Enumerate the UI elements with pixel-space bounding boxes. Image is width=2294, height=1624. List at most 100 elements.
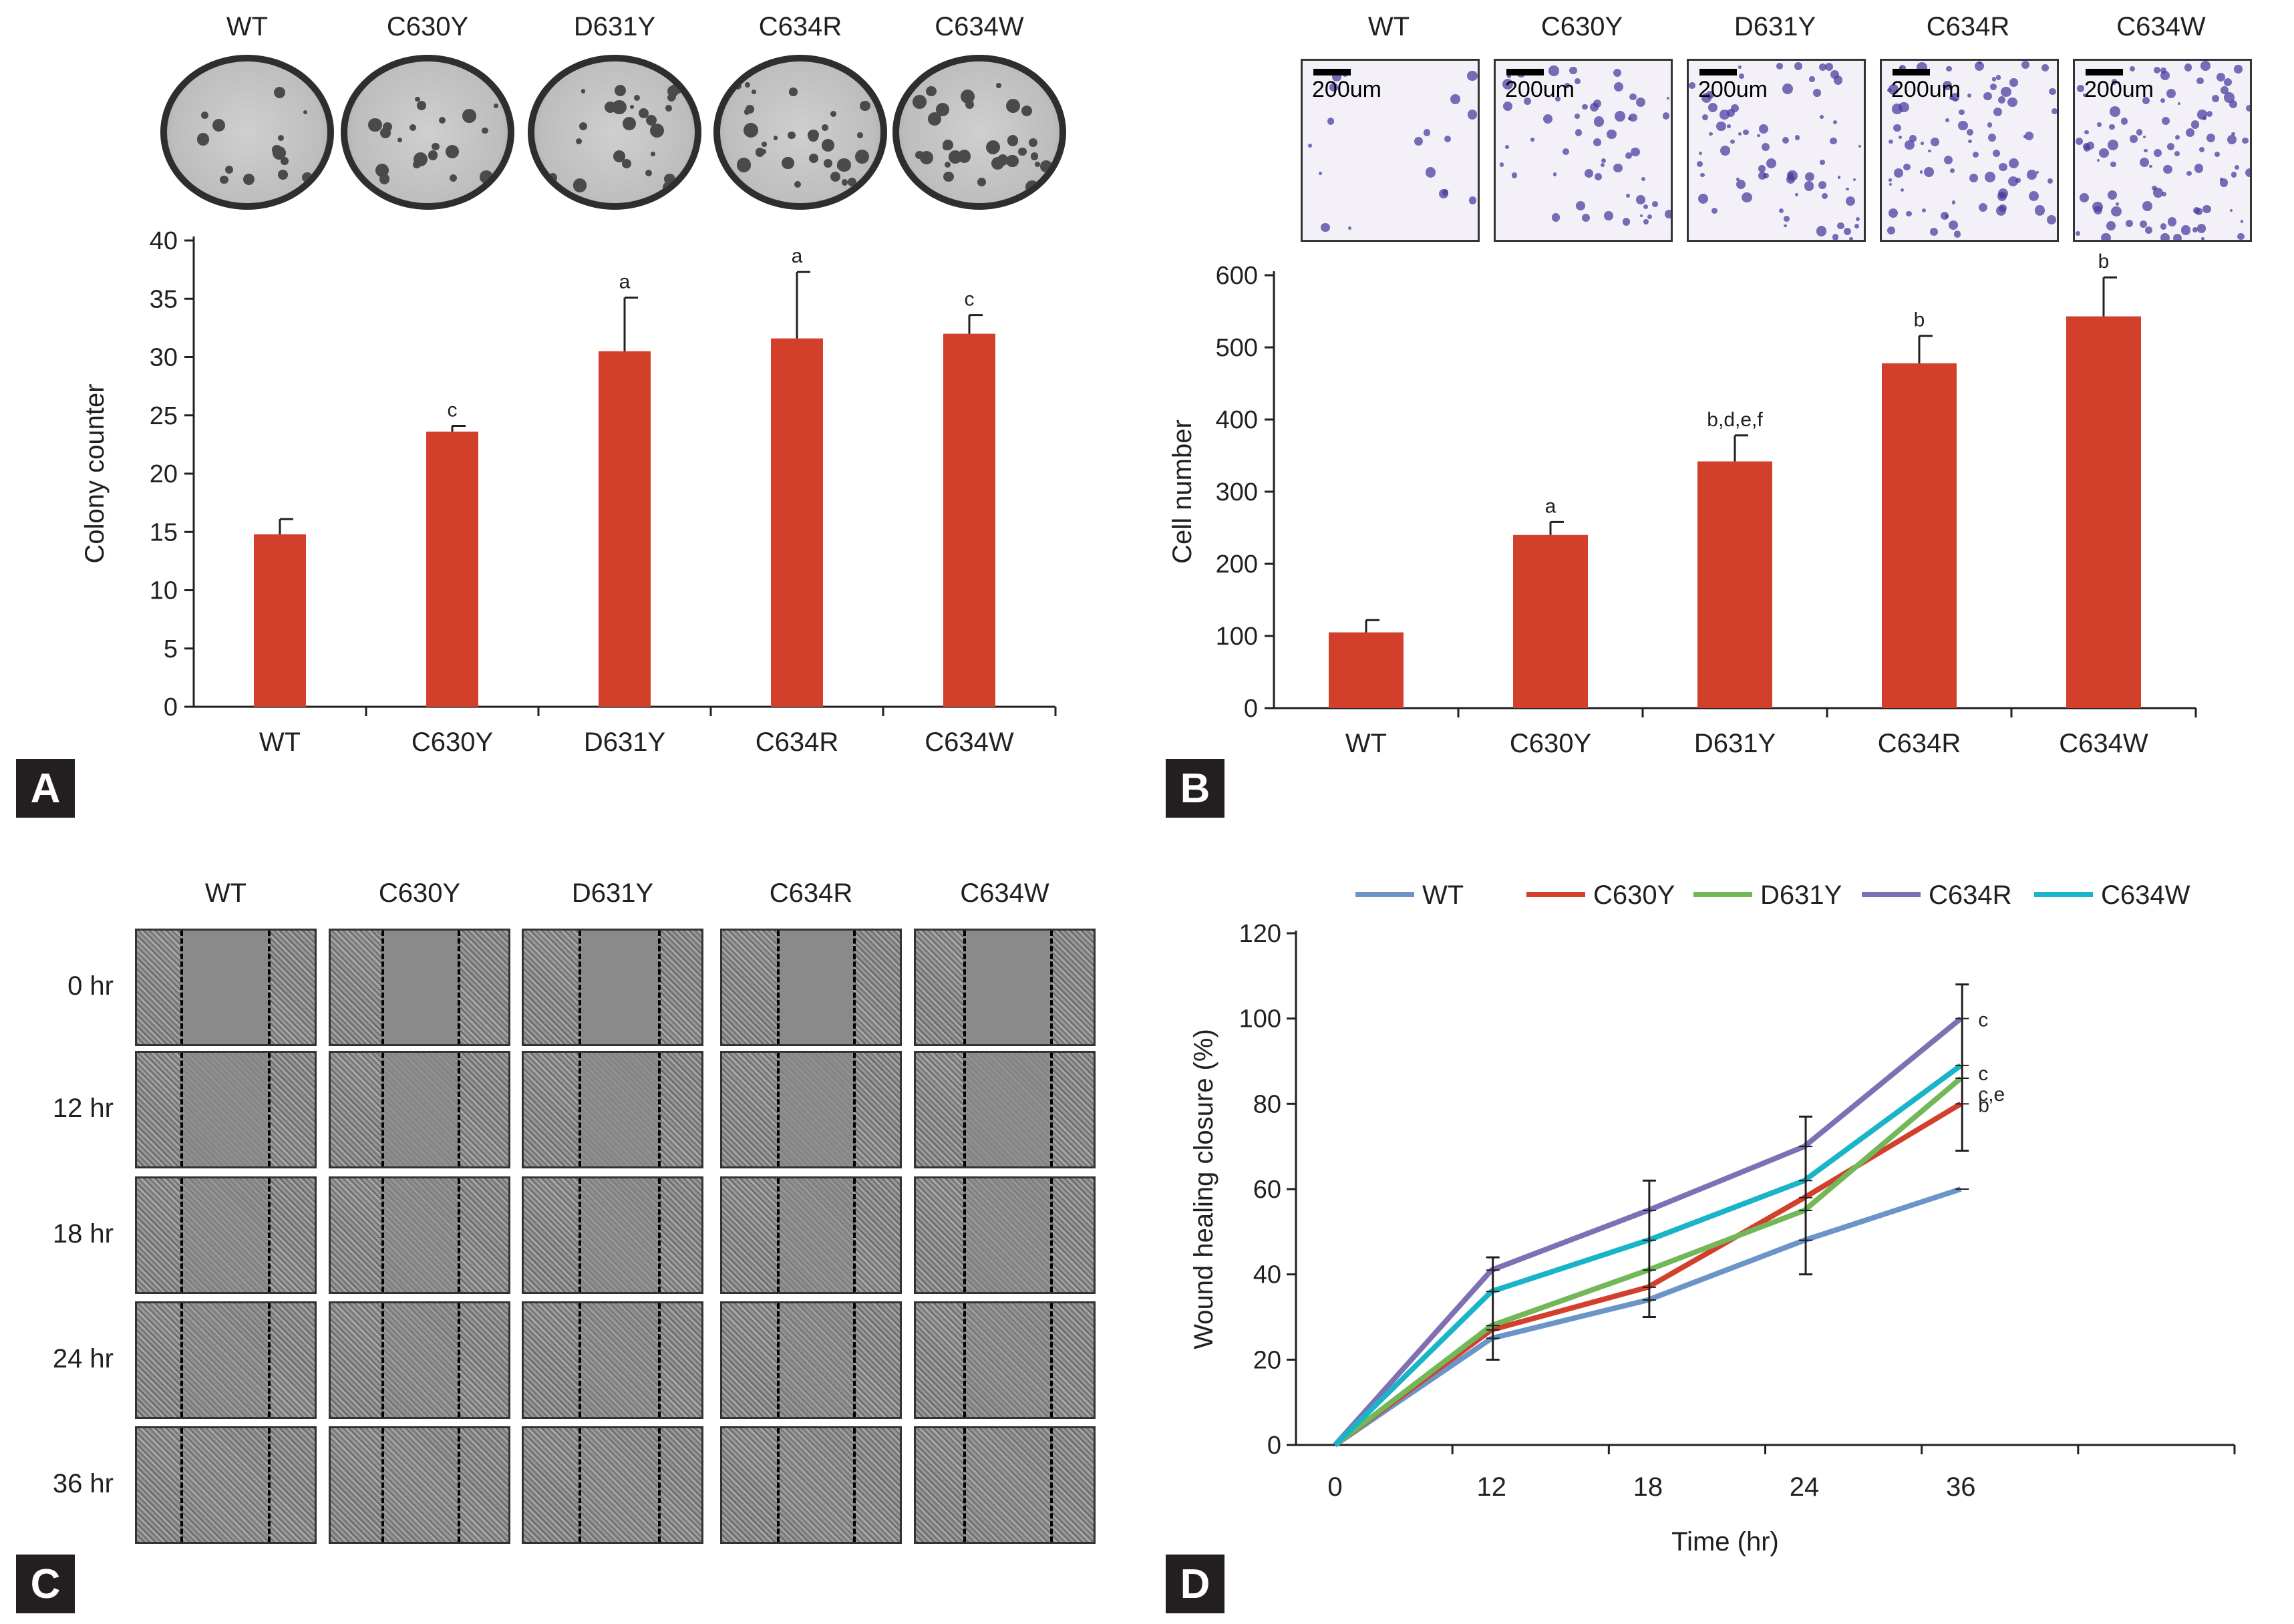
colony-dot [773, 136, 778, 140]
wound-gap [578, 1178, 659, 1292]
panel-a-sig-label: a [619, 271, 631, 293]
wound-row-label: 0 hr [67, 971, 114, 1001]
colony-dot [1005, 99, 1021, 114]
panel-b-y-tick-label: 300 [1216, 478, 1258, 506]
panel-b-x-tick-label: C634R [1878, 729, 1961, 758]
stained-cell [1622, 218, 1631, 226]
stained-cell [2079, 192, 2090, 203]
wound-edge-line [776, 1178, 780, 1292]
wound-gap [776, 1178, 853, 1292]
stained-cell [1830, 137, 1837, 145]
colony-dot [630, 104, 635, 109]
stained-cell [2153, 148, 2162, 157]
stained-cell [1888, 208, 1898, 218]
stained-cell [1743, 129, 1749, 136]
stained-cell [2075, 137, 2083, 145]
wound-image [329, 1301, 510, 1419]
stained-cell [2192, 226, 2198, 232]
colony-dot [650, 152, 655, 156]
stained-cell [1958, 120, 1968, 131]
panel-b-bar-c634w [2066, 316, 2141, 708]
panel-a-x-tick-label: C634R [756, 727, 839, 757]
stained-cell [1643, 219, 1649, 224]
panel-a-x-tick-label: C634W [925, 727, 1014, 757]
transwell-image: 200um [1687, 59, 1866, 242]
wound-edge-line [180, 1428, 184, 1542]
colony-dot [200, 111, 208, 119]
colony-dot [575, 138, 583, 145]
stained-cell [1321, 222, 1330, 232]
stained-cell [1613, 82, 1623, 92]
transwell-image: 200um [2073, 59, 2252, 242]
stained-cell [2231, 132, 2235, 136]
stained-cell [2084, 130, 2089, 135]
colony-dot [823, 159, 832, 168]
stained-cell [2231, 172, 2237, 178]
stained-cell [2154, 67, 2161, 74]
stained-cell [1593, 99, 1602, 108]
stained-cell [2110, 161, 2116, 168]
stained-cell [2237, 232, 2245, 240]
wound-image [720, 1051, 902, 1168]
panel-a-y-tick-label: 40 [150, 227, 178, 255]
panel-b-y-tick-label: 200 [1216, 550, 1258, 579]
stained-cell [1548, 65, 1559, 76]
stained-cell [1594, 172, 1603, 181]
colony-dot [1040, 160, 1052, 172]
stained-cell [2197, 110, 2207, 120]
colony-dot [446, 145, 459, 158]
stained-cell [2092, 201, 2103, 212]
stained-cell [2175, 135, 2180, 140]
colony-dot [277, 169, 288, 180]
colony-dot [482, 127, 489, 134]
colony-dot [667, 85, 679, 97]
wound-image [329, 1426, 510, 1544]
stained-cell [1730, 139, 1735, 144]
colony-dot [196, 132, 210, 146]
colony-image-label: D631Y [573, 12, 656, 41]
stained-cell [1999, 162, 2007, 172]
stained-cell [1719, 110, 1730, 120]
stained-cell [1707, 103, 1717, 113]
stained-cell [1930, 227, 1939, 236]
colony-plate-image [528, 55, 701, 210]
stained-cell [1946, 65, 1952, 72]
panel-a-y-tick-label: 30 [150, 344, 178, 372]
stained-cell [2109, 124, 2115, 130]
wound-gap [776, 1303, 853, 1417]
stained-cell [1662, 112, 1670, 120]
scale-bar-label: 200um [1891, 77, 1961, 102]
wound-edge-line [180, 1053, 184, 1166]
wound-image [914, 929, 1096, 1046]
colony-dot [219, 175, 228, 184]
wound-edge-line [776, 1053, 780, 1166]
colony-image-label: C634W [935, 12, 1024, 41]
colony-dot [622, 116, 636, 130]
colony-dot [281, 157, 289, 165]
colony-dot [789, 88, 798, 96]
panel-b: WT C630Y D631Y C634R C634W 200um 200um 200um 20… [1147, 0, 2294, 818]
stained-cell [1849, 236, 1853, 240]
stained-cell [1854, 223, 1859, 228]
wound-gap [963, 1053, 1051, 1166]
stained-cell [1706, 91, 1715, 100]
wound-edge-line [963, 1053, 966, 1166]
stained-cell [1641, 176, 1646, 181]
panel-d: WT C630Y D631Y C634R C634W 0 20 40 60 80 100 120 0 12… [1147, 812, 2294, 1624]
wound-edge-line [458, 931, 461, 1044]
stained-cell [1787, 172, 1794, 179]
colony-dot [572, 178, 587, 192]
stained-cell [1584, 169, 1593, 178]
wound-row-label: 18 hr [52, 1219, 114, 1249]
stained-cell [1948, 220, 1958, 230]
wound-gap [381, 931, 458, 1044]
colony-dot [679, 181, 687, 189]
stained-cell [2142, 97, 2150, 105]
stained-cell [1736, 180, 1746, 190]
scale-bar [2086, 69, 2123, 75]
scale-bar-label: 200um [1505, 77, 1575, 102]
stained-cell [2235, 164, 2240, 170]
colony-dot [985, 140, 1000, 155]
stained-cell [2145, 226, 2152, 234]
stained-cell [2166, 88, 2176, 98]
